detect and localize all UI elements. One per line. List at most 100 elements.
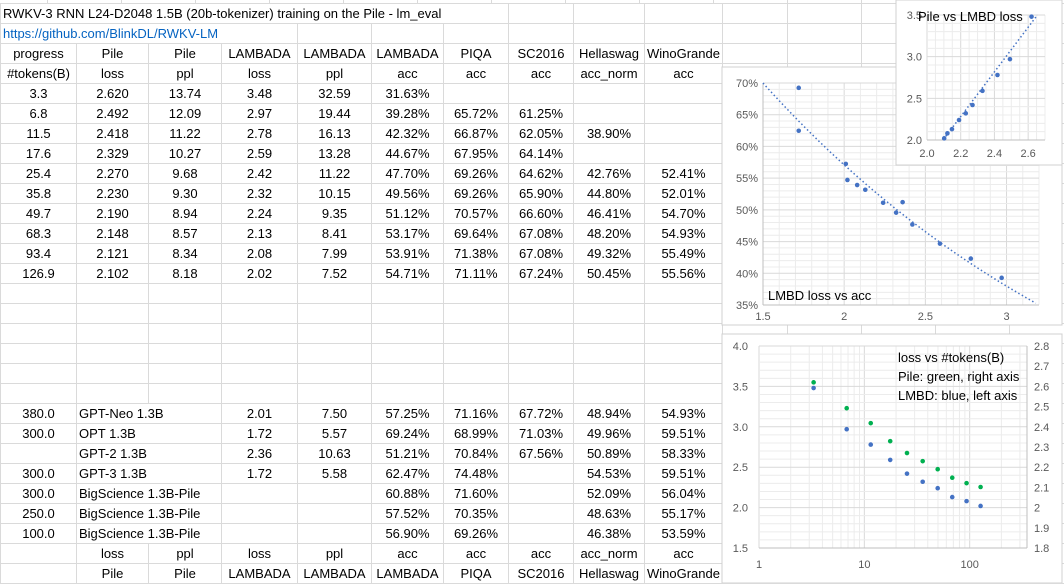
x-tick-label: 2.2 — [953, 148, 968, 160]
cell: 65.72% — [443, 103, 509, 124]
sheet-title: RWKV-3 RNN L24-D2048 1.5B (20b-tokenizer… — [0, 3, 509, 24]
data-point — [941, 136, 947, 141]
table-row: 93.4 2.121 8.34 2.08 7.99 53.91% 71.38% 67.08% 4… — [0, 243, 723, 264]
pile-loss-point — [868, 420, 874, 426]
data-point — [945, 131, 950, 136]
pile-loss-point — [844, 405, 849, 411]
data-point — [999, 275, 1004, 281]
column-header: Hellaswag — [573, 43, 645, 64]
data-point — [1029, 14, 1034, 19]
cell: 2.329 — [76, 143, 149, 164]
y-left-tick-label: 2.0 — [733, 503, 748, 515]
data-point — [854, 182, 860, 188]
y-right-tick-label: 1.8 — [1034, 543, 1049, 555]
x-tick-label: 1 — [756, 559, 762, 571]
table-row: 25.4 2.270 9.68 2.42 11.22 47.70% 69.26% 64.62%… — [0, 163, 723, 184]
model-name: GPT-2 1.3B — [76, 443, 222, 464]
spreadsheet-table: RWKV-3 RNN L24-D2048 1.5B (20b-tokenizer… — [0, 3, 723, 584]
cell: 69.26% — [443, 163, 509, 184]
chart-annotation: LMBD: blue, left axis — [898, 388, 1018, 403]
cell: 10.63 — [297, 443, 372, 464]
y-right-tick-label: 2.4 — [1034, 422, 1049, 434]
header-row: progress Pile Pile LAMBADA LAMBADA LAMBADA PIQ… — [0, 43, 723, 64]
y-tick-label: 45% — [736, 237, 758, 249]
x-tick-label: 2.5 — [918, 311, 933, 323]
cell: 71.60% — [443, 483, 509, 504]
table-row: 49.7 2.190 8.94 2.24 9.35 51.12% 70.57% 66.60% 4… — [0, 203, 723, 224]
cell: 50.45% — [573, 263, 645, 284]
cell: 53.59% — [644, 523, 723, 544]
cell: 7.52 — [297, 263, 372, 284]
x-tick-label: 1.5 — [755, 311, 770, 323]
cell: 71.38% — [443, 243, 509, 264]
cell: 62.05% — [508, 123, 574, 144]
data-point — [893, 210, 899, 215]
lmbd-loss-point — [935, 485, 940, 491]
cell: 12.09 — [148, 103, 222, 124]
y-right-tick-label: 2 — [1034, 503, 1040, 515]
cell: 52.41% — [644, 163, 723, 184]
column-footer: ppl — [297, 543, 372, 564]
repo-link[interactable]: https://github.com/BlinkDL/RWKV-LM — [3, 26, 219, 41]
cell: 70.57% — [443, 203, 509, 224]
cell: 13.74 — [148, 83, 222, 104]
column-header: acc — [371, 63, 444, 84]
pile-loss-point — [949, 475, 955, 481]
pile-loss-point — [887, 438, 893, 444]
y-tick-label: 40% — [736, 268, 758, 280]
model-name: BigScience 1.3B-Pile — [76, 483, 222, 504]
cell: 71.11% — [443, 263, 509, 284]
chart-title: Pile vs LMBD loss — [918, 9, 1023, 24]
chart-annotation: Pile: green, right axis — [898, 369, 1020, 384]
cell: 7.99 — [297, 243, 372, 264]
cell: 8.57 — [148, 223, 222, 244]
y-tick-label: 2.0 — [907, 135, 922, 147]
cell: 31.63% — [371, 83, 444, 104]
lmbd-loss-point — [887, 457, 893, 463]
cell: 49.96% — [573, 423, 645, 444]
cell: 65.90% — [508, 183, 574, 204]
empty-row — [0, 303, 723, 324]
table-row: 6.8 2.492 12.09 2.97 19.44 39.28% 65.72% 61.25% — [0, 103, 723, 124]
cell: 67.08% — [508, 243, 574, 264]
data-point — [796, 128, 802, 134]
y-right-tick-label: 1.9 — [1034, 523, 1049, 535]
cell: 69.26% — [443, 183, 509, 204]
y-right-tick-label: 2.6 — [1034, 381, 1049, 393]
data-point — [796, 85, 802, 91]
pile-loss-point — [920, 458, 925, 464]
cell: 2.270 — [76, 163, 149, 184]
cell: 54.93% — [644, 403, 723, 424]
lmbd-loss-point — [868, 442, 874, 447]
cell: 1.72 — [221, 423, 298, 444]
cell: 44.67% — [371, 143, 444, 164]
y-right-tick-label: 2.2 — [1034, 462, 1049, 474]
y-right-tick-label: 2.7 — [1034, 361, 1049, 373]
x-tick-label: 2 — [841, 311, 847, 323]
y-tick-label: 60% — [736, 141, 758, 153]
y-tick-label: 2.5 — [907, 93, 922, 105]
cell: 2.13 — [221, 223, 298, 244]
table-row: 35.8 2.230 9.30 2.32 10.15 49.56% 69.26% 65.90%… — [0, 183, 723, 204]
cell: 38.90% — [573, 123, 645, 144]
column-header: #tokens(B) — [0, 63, 77, 84]
table-row: 250.0 BigScience 1.3B-Pile 57.52% 70.35% 48.… — [0, 503, 723, 524]
column-header: LAMBADA — [297, 43, 372, 64]
column-header: ppl — [297, 63, 372, 84]
cell: 126.9 — [0, 263, 77, 284]
lmbd-loss-point — [978, 503, 983, 509]
cell: 53.17% — [371, 223, 444, 244]
data-point — [843, 161, 849, 167]
model-name: GPT-Neo 1.3B — [76, 403, 222, 424]
lmbd-loss-point — [920, 479, 925, 485]
y-right-tick-label: 2.1 — [1034, 482, 1049, 494]
data-point — [949, 126, 955, 132]
cell: 57.25% — [371, 403, 444, 424]
x-tick-label: 3 — [1003, 311, 1009, 323]
table-row: 17.6 2.329 10.27 2.59 13.28 44.67% 67.95% 64.14… — [0, 143, 723, 164]
cell: 49.56% — [371, 183, 444, 204]
y-right-tick-label: 2.8 — [1034, 341, 1049, 353]
table-row: 100.0 BigScience 1.3B-Pile 56.90% 69.26% 46.… — [0, 523, 723, 544]
y-left-tick-label: 2.5 — [733, 462, 748, 474]
